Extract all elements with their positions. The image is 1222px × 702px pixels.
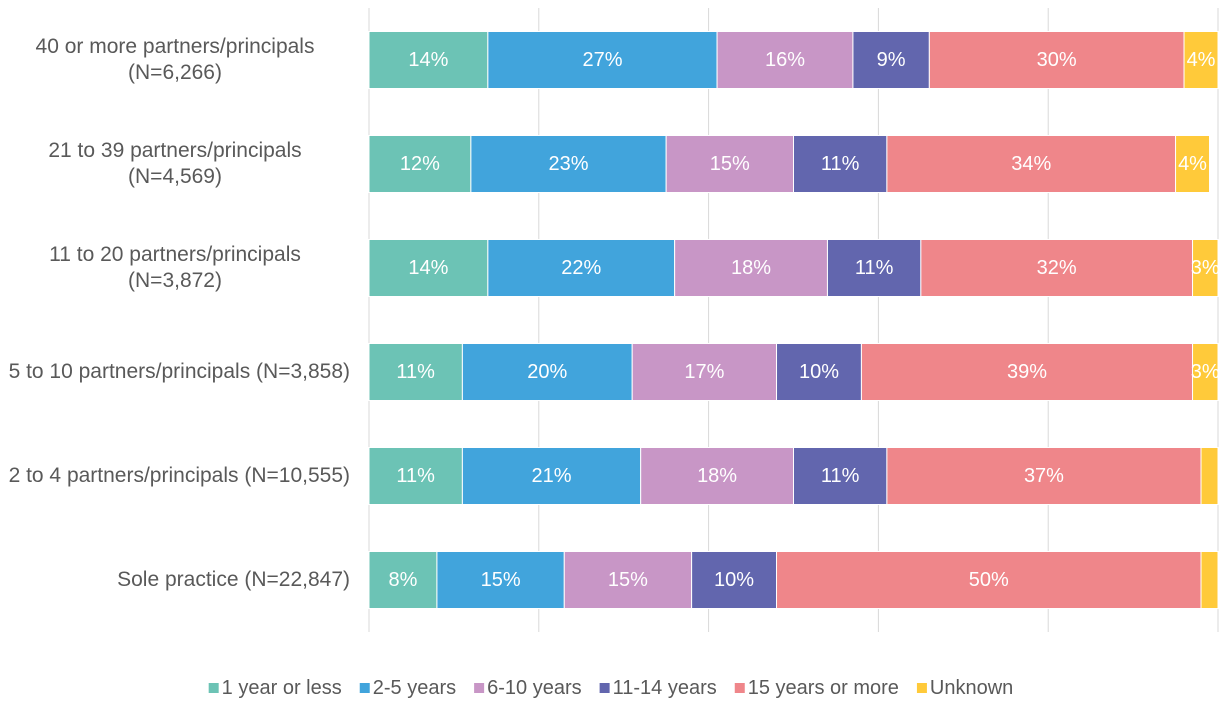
category-text: Sole practice (N=22,847) xyxy=(117,568,350,591)
bar-segment xyxy=(776,551,1202,609)
bar-segment xyxy=(852,31,930,89)
bar-segment xyxy=(461,447,642,505)
bar-segment xyxy=(860,343,1194,401)
data-label: 3% xyxy=(1191,361,1220,383)
data-label: 22% xyxy=(561,257,601,279)
data-label: 10% xyxy=(799,361,839,383)
data-label: 4% xyxy=(1187,49,1216,71)
data-label: 11% xyxy=(396,361,435,383)
legend-item: Unknown xyxy=(916,677,1013,699)
legend-label: 6-10 years xyxy=(487,677,582,699)
data-label: 23% xyxy=(548,153,588,175)
legend-swatch xyxy=(474,683,485,693)
data-label: 15% xyxy=(481,569,521,591)
data-label: 11% xyxy=(821,465,860,487)
bar-segment xyxy=(368,343,463,401)
legend-item: 11-14 years xyxy=(599,677,717,699)
category-text: 40 or more partners/principals (N=6,266) xyxy=(35,35,315,84)
bar-segment xyxy=(1192,239,1219,297)
data-label: 8% xyxy=(389,569,418,591)
data-label: 15% xyxy=(710,153,750,175)
bar-segment xyxy=(368,447,463,505)
data-label: 9% xyxy=(877,49,906,71)
bar-segment xyxy=(1200,551,1219,609)
data-label: 14% xyxy=(408,257,448,279)
data-label: 50% xyxy=(969,569,1009,591)
bar-segment xyxy=(368,31,489,89)
bar-segment xyxy=(436,551,565,609)
legend-item: 1 year or less xyxy=(208,677,342,699)
data-label: 20% xyxy=(527,361,567,383)
legend-label: 15 years or more xyxy=(748,677,899,699)
data-label: 16% xyxy=(765,49,805,71)
category-label: 40 or more partners/principals (N=6,266) xyxy=(0,20,350,100)
bar-segment xyxy=(470,135,667,193)
data-label: 32% xyxy=(1037,257,1077,279)
category-text: 5 to 10 partners/principals (N=3,858) xyxy=(8,360,350,383)
category-text: 21 to 39 partners/principals (N=4,569) xyxy=(48,139,302,188)
category-label: Sole practice (N=22,847) xyxy=(0,540,350,620)
data-label: 39% xyxy=(1007,361,1047,383)
bar-segment xyxy=(665,135,795,193)
data-label: 15% xyxy=(608,569,648,591)
bar-segment xyxy=(826,239,922,297)
bar-segment xyxy=(691,551,778,609)
category-text: 2 to 4 partners/principals (N=10,555) xyxy=(8,464,350,487)
legend-swatch xyxy=(916,683,927,693)
data-label: 21% xyxy=(532,465,572,487)
data-label: 18% xyxy=(731,257,771,279)
category-text: 11 to 20 partners/principals (N=3,872) xyxy=(49,243,301,292)
bar-segment xyxy=(886,135,1177,193)
bar-segment xyxy=(487,31,718,89)
legend-swatch xyxy=(599,683,610,693)
legend-item: 2-5 years xyxy=(359,677,456,699)
data-label: 18% xyxy=(697,465,737,487)
data-label: 37% xyxy=(1024,465,1064,487)
category-label: 2 to 4 partners/principals (N=10,555) xyxy=(0,436,350,516)
bar-segment xyxy=(1183,31,1219,89)
data-label: 11% xyxy=(855,257,894,279)
category-label: 21 to 39 partners/principals (N=4,569) xyxy=(0,124,350,204)
legend-label: 1 year or less xyxy=(222,677,342,699)
data-label: 30% xyxy=(1037,49,1077,71)
legend-swatch xyxy=(208,683,219,693)
category-label: 11 to 20 partners/principals (N=3,872) xyxy=(0,228,350,308)
bar-segment xyxy=(776,343,862,401)
legend-item: 6-10 years xyxy=(474,677,582,699)
bar-segment xyxy=(368,239,489,297)
bar-segment xyxy=(793,447,888,505)
data-label: 11% xyxy=(396,465,435,487)
data-label: 34% xyxy=(1011,153,1051,175)
category-label: 5 to 10 partners/principals (N=3,858) xyxy=(0,332,350,412)
data-label: 11% xyxy=(821,153,860,175)
legend-label: 2-5 years xyxy=(373,677,456,699)
legend-item: 15 years or more xyxy=(734,677,899,699)
data-label: 17% xyxy=(684,361,724,383)
bar-segment xyxy=(1200,447,1219,505)
data-label: 10% xyxy=(714,569,754,591)
legend-swatch xyxy=(359,683,370,693)
bar-segment xyxy=(631,343,778,401)
data-label: 14% xyxy=(408,49,448,71)
data-label: 4% xyxy=(1178,153,1207,175)
bar-segment xyxy=(368,135,472,193)
bar-segment xyxy=(1192,343,1219,401)
data-label: 12% xyxy=(400,153,440,175)
legend-swatch xyxy=(734,683,745,693)
bar-segment xyxy=(920,239,1194,297)
bar-segment xyxy=(793,135,888,193)
bar-segment xyxy=(640,447,794,505)
legend-label: Unknown xyxy=(930,677,1013,699)
data-label: 3% xyxy=(1191,257,1220,279)
bar-segment xyxy=(1175,135,1211,193)
legend-label: 11-14 years xyxy=(613,677,717,699)
data-label: 27% xyxy=(582,49,622,71)
bar-segment xyxy=(563,551,693,609)
bar-segment xyxy=(716,31,854,89)
